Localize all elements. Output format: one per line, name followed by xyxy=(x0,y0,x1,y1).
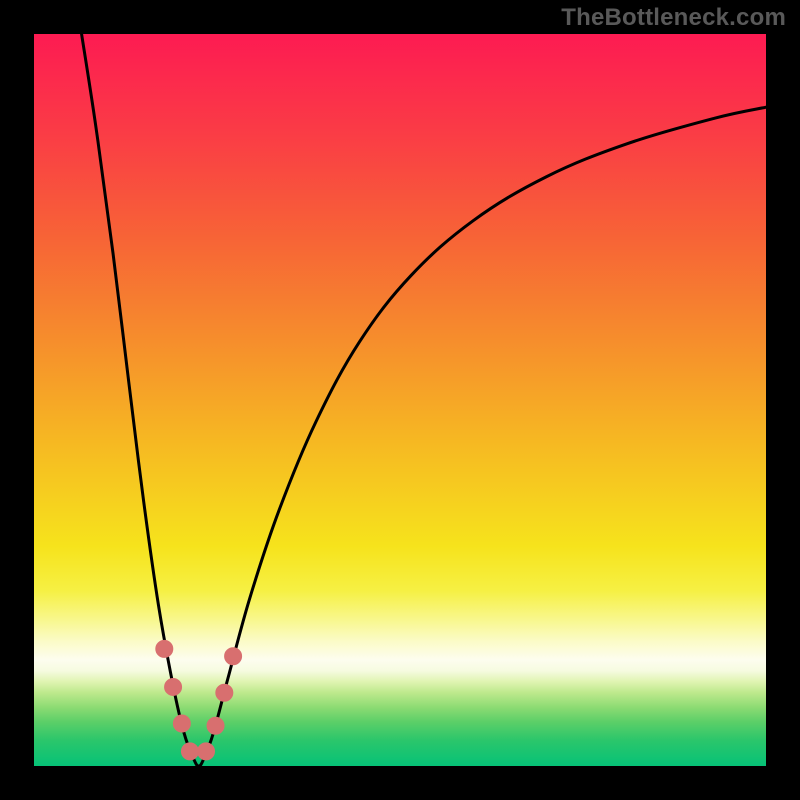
data-marker xyxy=(173,715,190,732)
gradient-background xyxy=(34,34,766,766)
data-marker xyxy=(181,743,198,760)
chart-container: TheBottleneck.com xyxy=(0,0,800,800)
watermark-text: TheBottleneck.com xyxy=(561,4,786,32)
data-marker xyxy=(156,640,173,657)
data-marker xyxy=(165,678,182,695)
data-marker xyxy=(225,648,242,665)
data-marker xyxy=(198,743,215,760)
data-marker xyxy=(216,684,233,701)
bottleneck-chart xyxy=(0,0,800,800)
data-marker xyxy=(207,717,224,734)
